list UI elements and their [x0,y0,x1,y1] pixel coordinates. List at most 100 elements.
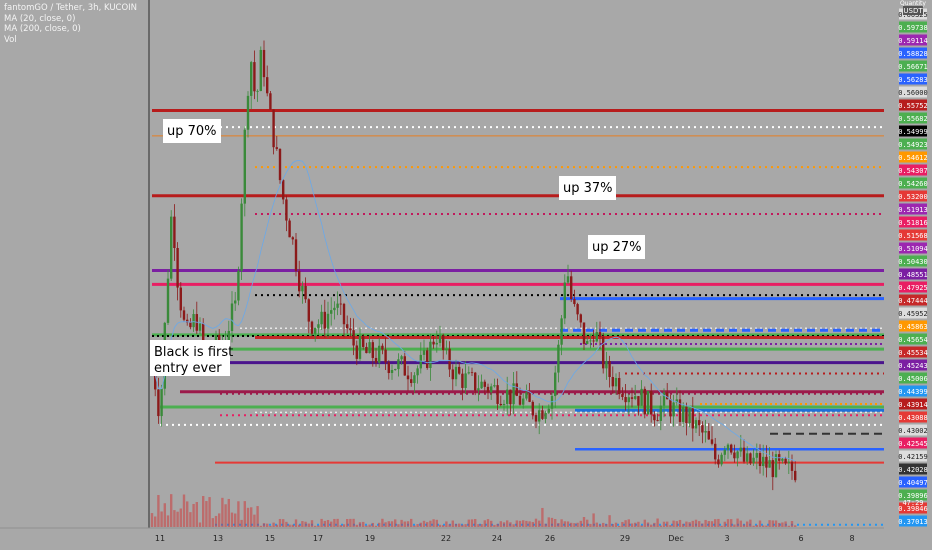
volume-bar [214,515,218,527]
candle-body [317,324,320,328]
volume-bar [570,522,573,527]
volume-bar [426,522,429,527]
volume-bar [362,521,365,527]
volume-bar [688,522,691,527]
volume-legend[interactable]: Vol [4,34,17,45]
volume-bar [672,520,675,527]
annotation-text: up 70% [167,124,217,139]
volume-bar [560,519,563,527]
candle-body [653,414,656,421]
annotation-box[interactable] [150,340,230,376]
candle-body [416,368,419,376]
candle-body [291,237,294,240]
annotation-box[interactable] [163,119,221,143]
price-label-box [899,281,927,293]
candle-body [720,454,723,465]
candle-body [294,239,298,271]
volume-bar [400,519,403,527]
candle-body [726,444,730,450]
candle-body [733,452,736,459]
volume-bar [250,507,253,527]
volume-bar [717,518,720,527]
volume-bar [461,524,464,527]
volume-bar [349,518,352,527]
candle-body [400,356,403,360]
candle-body [202,323,205,346]
volume-bar [771,520,774,527]
candle-body [432,341,435,345]
candle-body [381,345,384,350]
candle-body [547,408,550,413]
volume-bar [294,519,298,527]
volume-bar [381,518,384,527]
volume-bar [522,520,525,527]
candle-body [579,314,582,323]
price-label: 0.59738 [898,24,928,32]
candle-body [454,366,458,380]
volume-bar [736,518,739,527]
price-label-box [899,164,927,176]
time-tick-label: 26 [545,534,555,543]
candle-body [323,311,326,329]
candle-body [259,49,262,91]
candle-body [282,180,285,200]
candle-body [419,354,422,369]
price-label-box [899,268,927,280]
volume-bar [573,523,576,527]
ma20-legend[interactable]: MA (20, close, 0) [4,13,76,24]
volume-bar [589,523,592,527]
volume-bar [253,514,256,527]
candle-body [595,332,598,342]
volume-bar [640,525,643,527]
candle-body [477,388,480,391]
volume-bar [634,522,637,527]
volume-bar [416,524,419,527]
volume-bar [342,524,346,527]
price-label: 0.43914 [898,401,928,409]
time-tick-label: Dec [668,534,683,543]
volume-bar [752,525,755,527]
volume-bar [467,519,470,527]
price-label: 0.45534 [898,349,928,357]
price-label: 0.56671 [898,63,928,71]
volume-bar [234,513,237,527]
candle-body [157,389,160,417]
price-label-box [899,21,927,33]
candle-body [781,458,784,461]
candle-body [365,346,368,354]
volume-bar [163,503,166,527]
candle-body [349,328,352,331]
volume-bar [493,524,496,527]
candle-body [717,459,720,465]
volume-bar [406,521,410,527]
volume-bar [154,516,157,527]
symbol-title[interactable]: fantomGO / Tether, 3h, KUCOIN [4,3,138,13]
candle-body [496,385,499,404]
volume-bar [378,522,381,527]
candle-body [275,147,278,149]
candle-body [774,454,778,478]
candle-body [784,458,787,464]
candle-body [307,299,310,322]
annotation-box[interactable] [559,176,616,200]
annotation-box[interactable] [588,235,645,259]
volume-bar [166,515,170,527]
ma200-legend[interactable]: MA (200, close, 0) [4,24,81,34]
volume-bar [528,521,531,527]
candle-body [541,410,544,419]
candle-body [301,285,304,292]
volume-bar [694,519,698,527]
price-label: 0.44399 [898,388,928,396]
volume-bar [621,521,624,527]
volume-bar [224,504,227,527]
candle-body [582,322,586,344]
volume-bar [784,521,787,527]
currency-badge[interactable] [903,6,923,15]
candle-body [685,406,688,424]
price-label: 0.43002 [898,427,928,435]
volume-bar [346,519,349,527]
candle-body [528,392,531,402]
volume-bar [592,513,595,527]
volume-bar [192,503,195,527]
